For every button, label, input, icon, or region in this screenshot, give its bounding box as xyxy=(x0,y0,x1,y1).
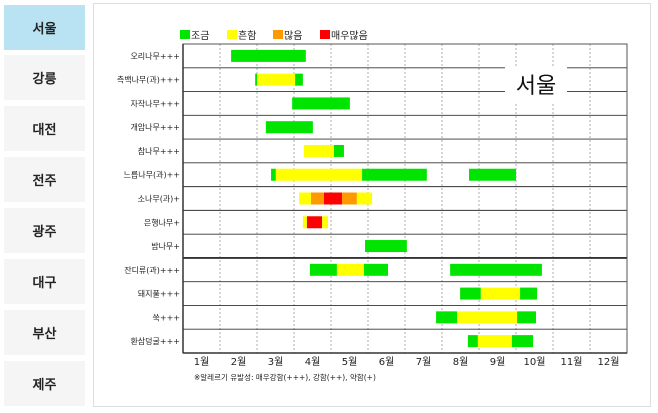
x-tick-label: 10월 xyxy=(524,356,546,368)
bar-segment xyxy=(322,216,329,229)
x-tick-label: 2월 xyxy=(231,356,247,368)
chart-city-label: 서울 xyxy=(505,66,567,102)
x-tick-label: 12월 xyxy=(598,356,620,368)
bar-segment xyxy=(257,73,296,86)
bar-segment xyxy=(520,287,538,300)
category-label: 측백나무(과)+++ xyxy=(117,75,180,85)
bar-segment xyxy=(303,144,334,157)
category-label: 참나무+++ xyxy=(138,146,180,156)
bar-segment xyxy=(477,335,512,348)
tab-region-4[interactable]: 광주 xyxy=(4,208,85,253)
legend-label: 많음 xyxy=(284,30,302,42)
legend-label: 흔함 xyxy=(238,29,256,42)
bar-segment xyxy=(306,216,323,229)
tab-region-5[interactable]: 대구 xyxy=(4,259,85,304)
x-tick-label: 9월 xyxy=(490,356,506,368)
bar-segment xyxy=(517,311,536,324)
x-tick-label: 6월 xyxy=(379,356,395,368)
bar-segment xyxy=(275,168,363,181)
tab-region-6[interactable]: 부산 xyxy=(4,310,85,355)
bar-segment xyxy=(450,263,542,276)
bar-segment xyxy=(311,192,324,205)
bar-segment xyxy=(302,216,307,229)
footnote: ※알레르기 유발성: 매우강함(+++), 강함(++), 약함(+) xyxy=(194,372,376,382)
bar-segment xyxy=(457,311,518,324)
bar-segment xyxy=(323,192,343,205)
bar-segment xyxy=(362,168,427,181)
bar-segment xyxy=(469,168,516,181)
x-tick-label: 3월 xyxy=(268,356,284,368)
bar-segment xyxy=(460,287,481,300)
bar-segment xyxy=(299,192,312,205)
category-label: 자작나무+++ xyxy=(130,98,180,108)
category-label: 오리나무+++ xyxy=(130,52,180,61)
category-label: 환삼덩굴+++ xyxy=(130,336,180,346)
bar-segment xyxy=(271,168,276,181)
bar-segment xyxy=(295,73,303,86)
category-label: 잔디류(과)+++ xyxy=(124,265,180,275)
bar-segment xyxy=(436,311,458,324)
bar-segment xyxy=(255,73,257,86)
category-label: 느릅나무(과)++ xyxy=(124,171,180,180)
category-label: 개암나무+++ xyxy=(130,122,180,132)
x-tick-label: 11월 xyxy=(561,356,583,368)
category-label: 은행나무+ xyxy=(144,217,180,227)
category-label: 소나무(과)+ xyxy=(138,195,180,204)
legend-swatch xyxy=(227,30,237,39)
legend-swatch xyxy=(320,30,330,39)
bar-segment xyxy=(480,287,521,300)
x-tick-label: 4월 xyxy=(305,356,321,368)
legend-label: 매우많음 xyxy=(331,30,368,42)
bar-segment xyxy=(309,263,337,276)
bar-segment xyxy=(365,240,407,253)
tab-region-3[interactable]: 전주 xyxy=(4,157,85,202)
bar-segment xyxy=(231,49,306,62)
bar-segment xyxy=(292,97,350,110)
bar-segment xyxy=(363,263,388,276)
category-label: 돼지풀+++ xyxy=(138,290,180,299)
legend-swatch xyxy=(180,30,190,39)
tab-region-1[interactable]: 강릉 xyxy=(4,55,85,100)
bar-segment xyxy=(356,192,373,205)
bar-segment xyxy=(467,335,478,348)
bar-segment xyxy=(265,121,313,134)
tab-region-7[interactable]: 제주 xyxy=(4,361,85,406)
x-tick-label: 7월 xyxy=(416,356,432,368)
bar-segment xyxy=(511,335,534,348)
legend-label: 조금 xyxy=(191,30,209,42)
bar-segment xyxy=(333,144,344,157)
category-label: 쑥+++ xyxy=(153,313,180,322)
x-tick-label: 5월 xyxy=(342,356,358,368)
tab-region-0[interactable]: 서울 xyxy=(4,5,85,50)
bar-segment xyxy=(336,263,364,276)
legend-swatch xyxy=(273,30,283,39)
category-label: 밤나무+ xyxy=(151,241,180,251)
bar-segment xyxy=(342,192,357,205)
x-tick-label: 8월 xyxy=(453,356,469,368)
tab-region-2[interactable]: 대전 xyxy=(4,106,85,151)
x-tick-label: 1월 xyxy=(194,356,210,368)
